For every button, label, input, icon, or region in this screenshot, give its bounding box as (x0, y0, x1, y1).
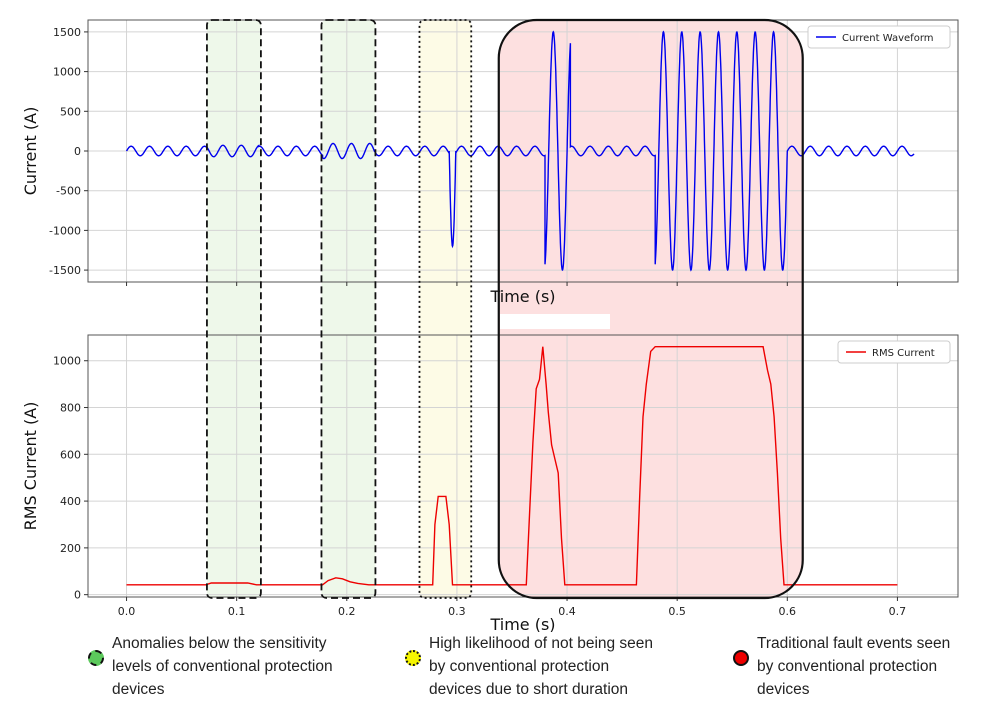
legend-text-short-duration: High likelihood of not being seen by con… (429, 635, 654, 698)
y-tick-label: 1000 (53, 355, 81, 368)
x-tick-label: 0.0 (118, 605, 136, 618)
label-mask (500, 314, 610, 329)
x-tick-label: 0.3 (448, 605, 466, 618)
legend-item-fault-events: Traditional fault events seen by convent… (733, 632, 950, 701)
zone-short-duration-border (418, 19, 473, 599)
green-dot-icon (88, 650, 104, 666)
x-tick-label: 0.5 (668, 605, 686, 618)
y-axis-label: RMS Current (A) (21, 402, 40, 531)
chart-legend: Current Waveform (807, 25, 951, 49)
y-tick-label: 0 (74, 589, 81, 602)
x-axis-label: Time (s) (489, 287, 555, 306)
chart-legend: RMS Current (837, 340, 951, 364)
y-axis-label: Current (A) (21, 107, 40, 196)
y-tick-label: 1000 (53, 66, 81, 79)
zone-legend: Anomalies below the sensitivity levels o… (0, 632, 1000, 702)
y-tick-label: 800 (60, 402, 81, 415)
y-tick-label: 1500 (53, 26, 81, 39)
y-tick-label: 0 (74, 145, 81, 158)
y-tick-label: -500 (56, 185, 81, 198)
zone-fault-events-border (497, 18, 804, 600)
zone-short-duration-fill (419, 20, 472, 598)
legend-box (837, 340, 951, 364)
legend-text-fault-events: Traditional fault events seen by convent… (757, 635, 951, 698)
legend-label: Current Waveform (842, 33, 934, 44)
current-waveform-plot: -1500 -1000 -500 0 500 1000 1500 Current (A) Tim… (21, 19, 959, 306)
y-tick-label: 500 (60, 105, 81, 118)
x-tick-label: 0.4 (558, 605, 576, 618)
zone-anomaly-2-fill (321, 20, 376, 598)
x-tick-label: 0.7 (889, 605, 907, 618)
zone-anomaly-1-border (206, 19, 262, 599)
legend-item-anomalies: Anomalies below the sensitivity levels o… (88, 632, 333, 701)
series-line (126, 346, 898, 586)
x-tick-label: 0.1 (228, 605, 246, 618)
red-dot-icon (733, 650, 749, 666)
yellow-dot-icon (405, 650, 421, 666)
legend-box (807, 25, 951, 49)
x-axis-label: Time (s) (489, 615, 555, 632)
figure: -1500 -1000 -500 0 500 1000 1500 Current (A) Tim… (21, 18, 959, 632)
highlight-zones (206, 20, 803, 598)
axes-frame (87, 334, 959, 598)
legend-label: RMS Current (872, 348, 935, 359)
series-line (125, 30, 915, 272)
highlight-zone-borders (206, 18, 804, 600)
x-tick-label: 0.2 (338, 605, 356, 618)
y-tick-label: 600 (60, 448, 81, 461)
y-tick-label: -1500 (49, 264, 81, 277)
legend-text-anomalies: Anomalies below the sensitivity levels o… (112, 635, 333, 698)
y-tick-label: 400 (60, 495, 81, 508)
legend-item-short-duration: High likelihood of not being seen by con… (405, 632, 653, 701)
zone-anomaly-2-border (320, 19, 377, 599)
zone-anomaly-1-fill (206, 20, 261, 598)
x-tick-label: 0.6 (779, 605, 797, 618)
y-tick-label: 200 (60, 542, 81, 555)
zone-fault-events-fill (498, 20, 803, 598)
rms-current-plot: 0 200 400 600 800 1000 0.0 0.1 0.2 0.3 0.4 0.5 0.6 0.… (21, 334, 959, 632)
y-tick-label: -1000 (49, 224, 81, 237)
